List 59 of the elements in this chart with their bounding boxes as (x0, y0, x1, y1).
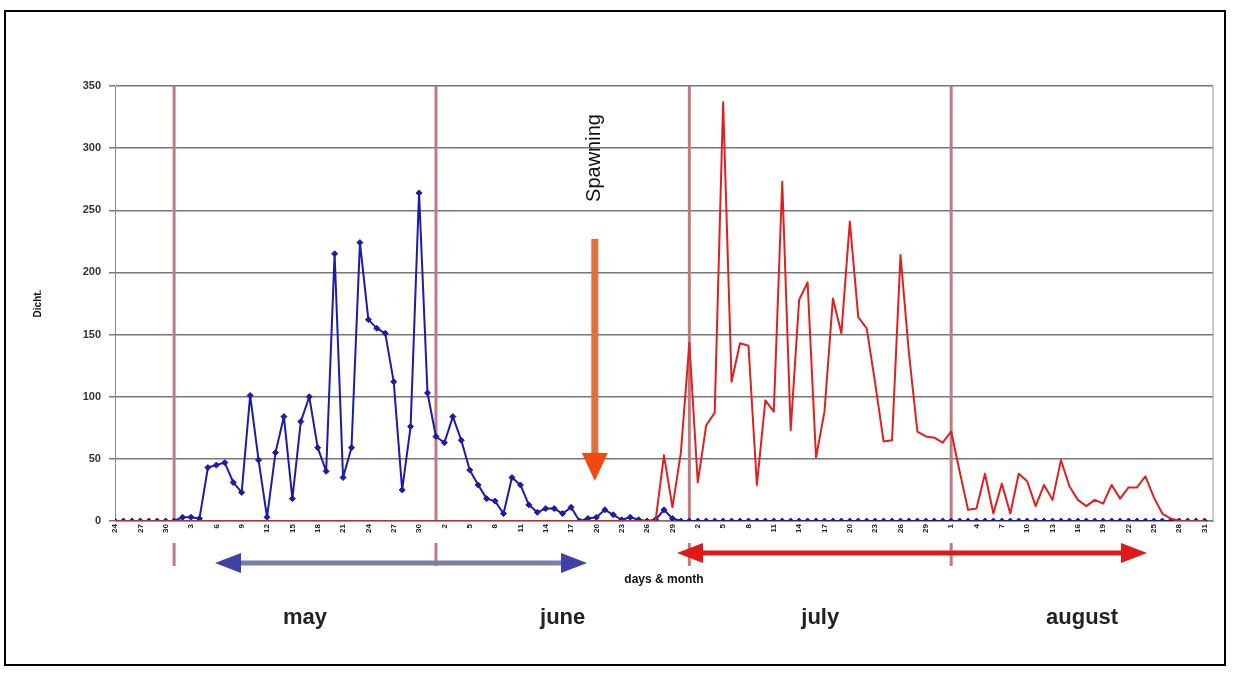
y-axis-title: Dicht. (31, 289, 43, 318)
x-tick-label: 30 (160, 523, 170, 533)
x-tick-label: 8 (743, 523, 753, 529)
x-tick-label: 27 (135, 523, 145, 533)
x-tick-label: 29 (667, 523, 677, 533)
x-tick-label: 8 (490, 523, 500, 529)
y-tick-label: 200 (82, 265, 101, 278)
x-tick-label: 24 (363, 523, 373, 533)
x-tick-label: 27 (388, 523, 398, 533)
x-tick-label: 14 (794, 523, 804, 533)
x-tick-label: 22 (1123, 523, 1133, 533)
x-tick-label: 10 (1022, 523, 1032, 533)
y-tick-label: 250 (82, 203, 101, 216)
x-tick-label: 20 (845, 523, 855, 533)
x-tick-label: 5 (718, 523, 728, 529)
x-tick-label: 2 (439, 523, 449, 529)
x-tick-label: 17 (566, 523, 576, 533)
x-tick-label: 18 (312, 523, 322, 533)
x-tick-label: 13 (1047, 523, 1057, 533)
x-tick-label: 15 (287, 523, 297, 533)
x-tick-label: 1 (946, 523, 956, 529)
y-tick-label: 150 (82, 327, 101, 340)
x-tick-label: 30 (414, 523, 424, 533)
x-tick-label: 23 (616, 523, 626, 533)
annotation: Spawning (582, 114, 605, 202)
x-tick-label: 2 (692, 523, 702, 529)
x-tick-label: 17 (819, 523, 829, 533)
text: june (539, 604, 586, 630)
x-tick-label: 11 (769, 523, 778, 533)
text: july (800, 604, 840, 630)
x-tick-label: 21 (338, 523, 348, 533)
x-tick-label: 7 (997, 523, 1007, 529)
y-tick-label: 350 (82, 79, 101, 92)
x-tick-label: 16 (1073, 523, 1083, 533)
x-tick-label: 28 (1174, 523, 1184, 533)
text: august (1046, 604, 1119, 630)
x-tick-label: 12 (262, 523, 272, 533)
y-tick-label: 0 (94, 514, 101, 527)
x-axis-title: days & month (624, 572, 704, 587)
y-tick-label: 50 (88, 451, 101, 464)
x-tick-label: 26 (642, 523, 652, 533)
x-tick-label: 24 (110, 523, 120, 533)
x-tick-label: 23 (870, 523, 880, 533)
x-tick-label: 9 (236, 523, 246, 529)
x-tick-label: 25 (1149, 523, 1159, 533)
x-tick-label: 14 (540, 523, 550, 533)
text: may (283, 604, 328, 630)
x-tick-label: 26 (895, 523, 905, 533)
x-tick-label: 11 (515, 523, 525, 533)
x-tick-label: 4 (971, 523, 981, 529)
x-tick-label: 5 (464, 523, 474, 529)
y-tick-label: 100 (82, 389, 101, 402)
x-tick-label: 3 (186, 523, 196, 529)
x-tick-label: 29 (921, 523, 931, 533)
x-tick-label: 19 (1098, 523, 1108, 533)
x-tick-label: 6 (211, 523, 221, 529)
x-tick-label: 20 (591, 523, 601, 533)
y-tick-label: 300 (82, 141, 101, 154)
x-tick-label: 31 (1199, 523, 1209, 533)
